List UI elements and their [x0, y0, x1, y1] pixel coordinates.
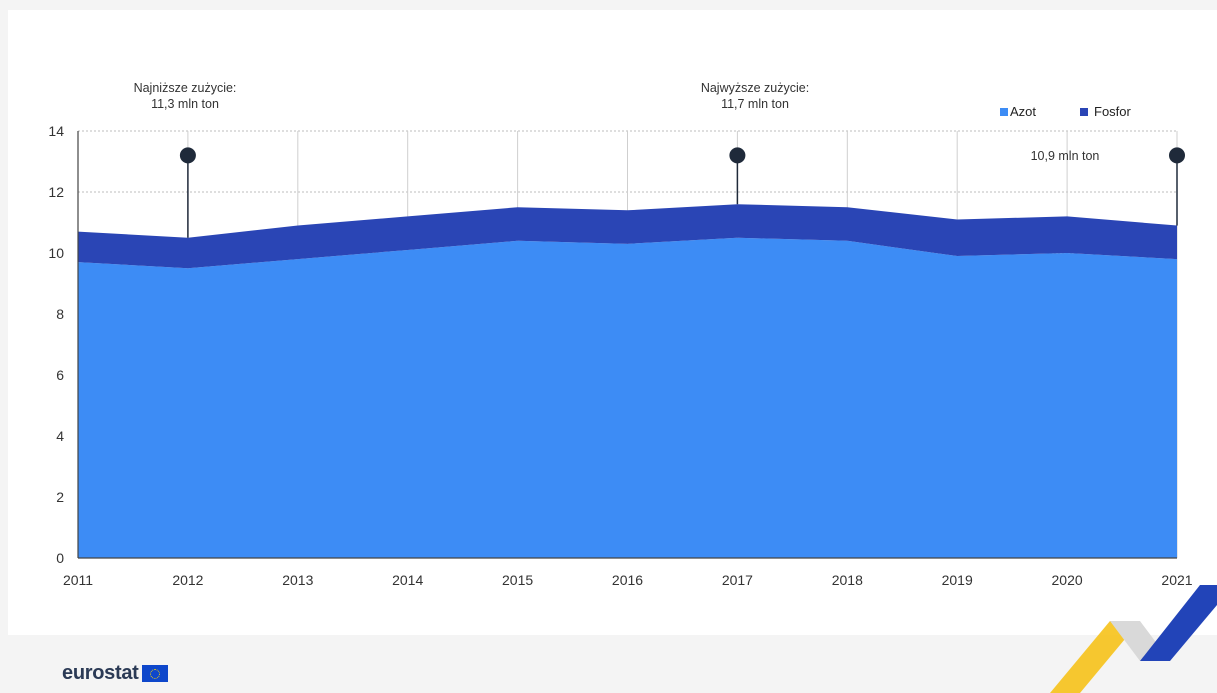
x-tick-label: 2020 [1052, 572, 1083, 588]
x-tick-label: 2014 [392, 572, 423, 588]
annotation-lowest: Najniższe zużycie: 11,3 mln ton [110, 80, 260, 112]
chart-legend: Azot Fosfor [1000, 104, 1131, 119]
y-tick-label: 4 [56, 428, 64, 444]
y-tick-label: 10 [48, 245, 64, 261]
legend-item-fosfor: Fosfor [1080, 104, 1131, 119]
marker-dot [729, 147, 746, 164]
eurostat-swoosh-icon [1050, 585, 1217, 693]
marker-dot [1169, 147, 1185, 164]
legend-item-azot: Azot [1000, 104, 1036, 119]
eurostat-logo: eurostat [62, 662, 168, 685]
x-tick-label: 2012 [172, 572, 203, 588]
area-fosfor [78, 204, 1177, 269]
y-tick-label: 2 [56, 489, 64, 505]
annotation-lowest-value: 11,3 mln ton [151, 97, 219, 111]
annotation-highest-value: 11,7 mln ton [721, 97, 789, 111]
annotation-highest-label: Najwyższe zużycie: [700, 81, 810, 95]
x-tick-label: 2013 [282, 572, 313, 588]
y-tick-label: 12 [48, 184, 64, 200]
x-tick-label: 2016 [612, 572, 643, 588]
x-tick-label: 2018 [832, 572, 863, 588]
y-tick-label: 6 [56, 367, 64, 383]
y-tick-label: 14 [48, 123, 64, 139]
y-tick-label: 0 [56, 550, 64, 566]
legend-label-azot: Azot [1010, 104, 1037, 119]
annotation-last: 10,9 mln ton [1010, 148, 1120, 164]
annotation-lowest-label: Najniższe zużycie: [133, 81, 237, 95]
marker-dot [179, 147, 196, 164]
eurostat-logo-text: eurostat [62, 662, 139, 684]
annotation-last-value: 10,9 mln ton [1030, 149, 1100, 163]
x-tick-label: 2015 [502, 572, 533, 588]
area-azot [78, 237, 1177, 558]
x-tick-label: 2019 [942, 572, 973, 588]
eu-flag-icon [141, 665, 168, 682]
x-tick-label: 2017 [722, 572, 753, 588]
x-tick-label: 2021 [1161, 572, 1192, 588]
x-tick-label: 2011 [63, 572, 93, 588]
y-tick-label: 8 [56, 306, 64, 322]
annotation-highest: Najwyższe zużycie: 11,7 mln ton [680, 80, 830, 112]
legend-swatch-azot [1000, 107, 1008, 116]
legend-label-fosfor: Fosfor [1094, 104, 1131, 119]
legend-swatch-fosfor [1080, 107, 1089, 116]
